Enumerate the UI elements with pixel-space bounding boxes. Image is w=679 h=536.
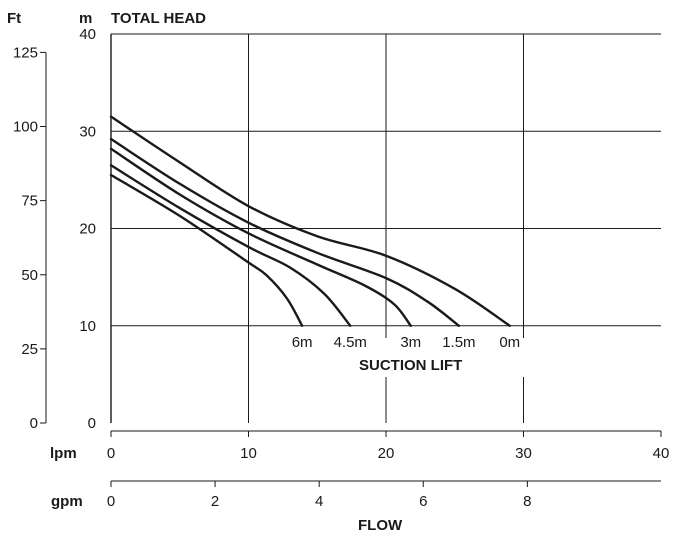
- y-tick-label-m: 20: [79, 221, 96, 238]
- y-tick-label-ft: 125: [13, 44, 38, 61]
- x-tick-label-gpm: 6: [419, 493, 427, 510]
- series-line-6m: [109, 173, 304, 327]
- y-tick-label-ft: 0: [30, 415, 38, 432]
- x-tick-label-lpm: 40: [653, 445, 670, 462]
- ft-unit-label: Ft: [7, 10, 21, 27]
- y-tick-label-ft: 75: [21, 193, 38, 210]
- y-tick-label-ft: 50: [21, 267, 38, 284]
- x-tick-label-gpm: 0: [107, 493, 115, 510]
- grid: [110, 33, 661, 423]
- curves: 0m 1.5m 3m 4.5m 6m: [109, 115, 520, 351]
- series-label: 1.5m: [442, 334, 475, 351]
- m-unit-label: m: [79, 10, 92, 27]
- y-tick-label-m: 30: [79, 123, 96, 140]
- series-label: 4.5m: [334, 334, 367, 351]
- y-tick-label-ft: 100: [13, 119, 38, 136]
- series-label: 0m: [499, 334, 520, 351]
- suction-lift-label: SUCTION LIFT: [359, 357, 462, 374]
- x-tick-label-lpm: 20: [378, 445, 395, 462]
- series-label: 6m: [292, 334, 313, 351]
- x-axis-title: FLOW: [358, 517, 403, 534]
- chart-title: TOTAL HEAD: [111, 10, 206, 27]
- x-tick-label-lpm: 30: [515, 445, 532, 462]
- series-line-1.5m: [109, 137, 461, 327]
- x-tick-label-gpm: 8: [523, 493, 531, 510]
- axes: 0 10 20 30 40 0 25 50 75 100 125 0 10 20 30 40 0 2 4 6 8: [13, 26, 669, 510]
- series-label: 3m: [400, 334, 421, 351]
- x-tick-label-gpm: 4: [315, 493, 323, 510]
- x-tick-label-lpm: 0: [107, 445, 115, 462]
- lpm-unit-label: lpm: [50, 445, 77, 462]
- series-line-4.5m: [109, 164, 352, 327]
- gpm-unit-label: gpm: [51, 493, 83, 510]
- series-line-3m: [109, 147, 412, 327]
- series-line-0m: [109, 115, 511, 327]
- x-tick-label-gpm: 2: [211, 493, 219, 510]
- y-tick-label-m: 0: [88, 415, 96, 432]
- x-tick-label-lpm: 10: [240, 445, 257, 462]
- y-tick-label-m: 10: [79, 318, 96, 335]
- y-tick-label-m: 40: [79, 26, 96, 43]
- y-tick-label-ft: 25: [21, 341, 38, 358]
